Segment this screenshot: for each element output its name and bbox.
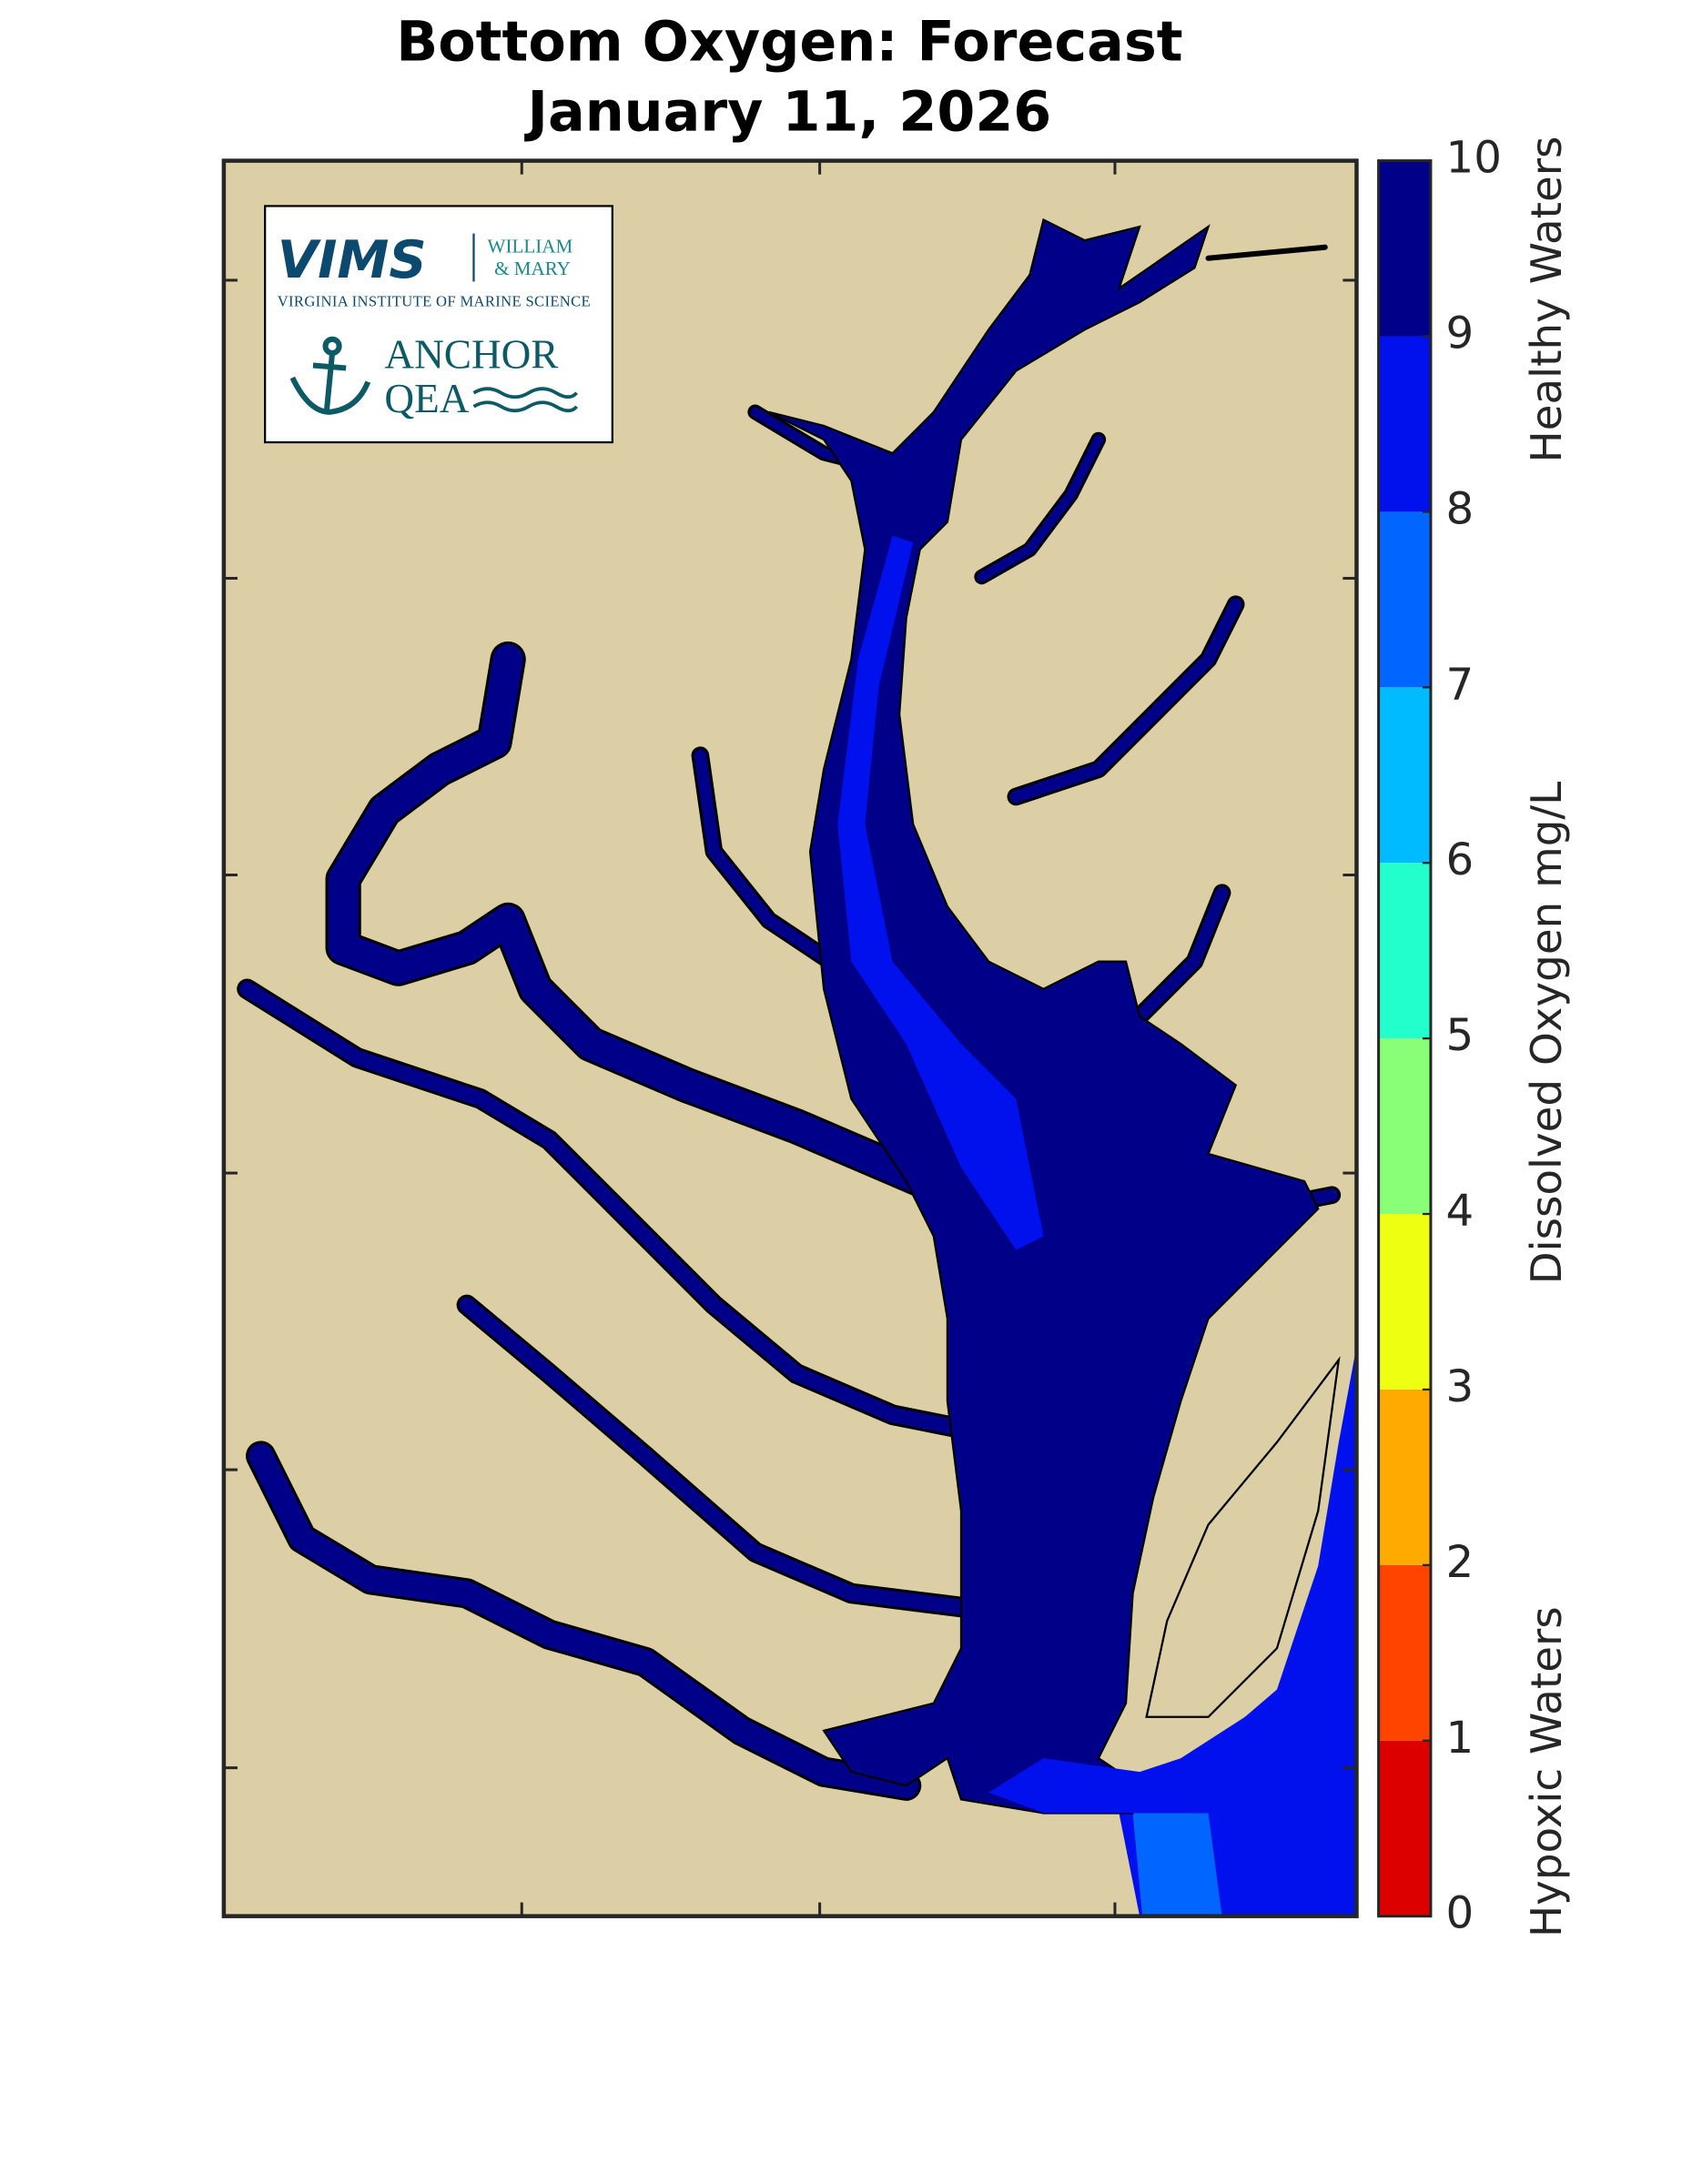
colorbar-segment [1378, 1038, 1431, 1215]
bay-lower-mouth [988, 1696, 1277, 1814]
colorbar-tick-label: 10 [1446, 133, 1502, 184]
logo-waves [472, 387, 579, 413]
map-ticks [223, 160, 1357, 1916]
colorbar-tick-label: 1 [1446, 1713, 1474, 1764]
colorbar-tick-label: 3 [1446, 1361, 1474, 1412]
colorbar-tick-label: 0 [1446, 1888, 1474, 1939]
logo-box [264, 205, 613, 444]
logo: VIMS WILLIAM & MARY VIRGINIA INSTITUTE O… [264, 205, 613, 444]
colorbar-segment [1378, 511, 1431, 688]
title-line-1: Bottom Oxygen: Forecast [396, 10, 1182, 74]
bay [768, 217, 1320, 1815]
logo-vims: VIMS [278, 229, 427, 290]
colorbar-tick-label: 2 [1446, 1537, 1474, 1588]
colorbar-segment [1378, 863, 1431, 1039]
colorbar: 0 1 2 3 4 5 6 7 8 9 10 [1377, 133, 1502, 1939]
map-frame [221, 158, 1359, 1918]
colorbar-segment [1378, 160, 1431, 337]
colorbar-bottom-label: Hypoxic Waters [1523, 1606, 1572, 1937]
colorbar-tick-label: 8 [1446, 483, 1474, 534]
anchor-icon [289, 336, 371, 415]
ocean-shallow [1132, 1813, 1222, 1916]
eastern-shore [1145, 1356, 1341, 1718]
colorbar-segment [1378, 1214, 1431, 1390]
logo-william: WILLIAM [488, 236, 573, 258]
logo-mary: & MARY [494, 258, 571, 279]
colorbar-tick-label: 6 [1446, 834, 1474, 885]
title-line-2: January 11, 2026 [524, 80, 1052, 144]
colorbar-top-label: Healthy Waters [1523, 136, 1572, 463]
colorbar-tick-label: 9 [1446, 308, 1474, 359]
colorbar-segment [1378, 1564, 1431, 1741]
colorbar-tick-label: 5 [1446, 1010, 1474, 1061]
logo-anchor: ANCHOR [384, 332, 559, 378]
bay-channel [837, 535, 1044, 1250]
colorbar-tick-label: 4 [1446, 1186, 1474, 1237]
logo-institute: VIRGINIA INSTITUTE OF MARINE SCIENCE [278, 293, 591, 310]
colorbar-segment [1378, 687, 1431, 864]
colorbar-tick-label: 7 [1446, 659, 1474, 710]
colorbar-segment [1378, 336, 1431, 512]
map [221, 158, 1359, 1918]
colorbar-label: Dissolved Oxygen mg/L [1523, 782, 1572, 1285]
logo-qea: QEA [384, 376, 469, 421]
colorbar-segment [1378, 1389, 1431, 1565]
colorbar-segment [1378, 1740, 1431, 1916]
